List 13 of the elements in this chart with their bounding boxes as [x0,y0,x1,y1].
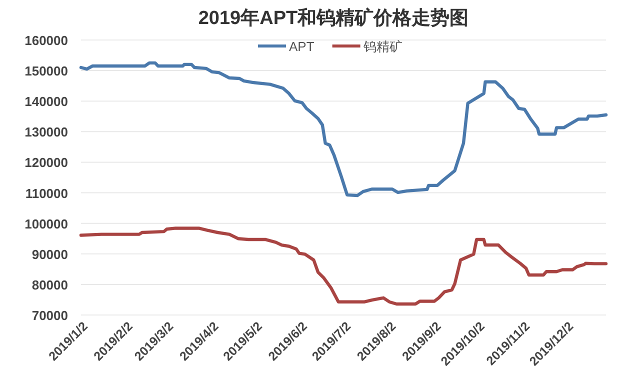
y-tick-label: 160000 [24,33,68,48]
legend-label: APT [289,39,314,54]
legend-label: 钨精矿 [362,39,402,54]
chart-title: 2019年APT和钨精矿价格走势图 [198,7,469,29]
y-tick-label: 90000 [32,246,68,262]
y-tick-label: 140000 [24,94,68,110]
y-tick-label: 130000 [24,124,68,140]
y-tick-label: 70000 [32,308,68,323]
y-tick-label: 120000 [24,155,68,170]
y-tick-label: 100000 [24,216,68,232]
y-tick-label: 80000 [32,277,68,292]
y-tick-label: 110000 [25,186,68,201]
y-tick-label: 150000 [24,64,68,79]
